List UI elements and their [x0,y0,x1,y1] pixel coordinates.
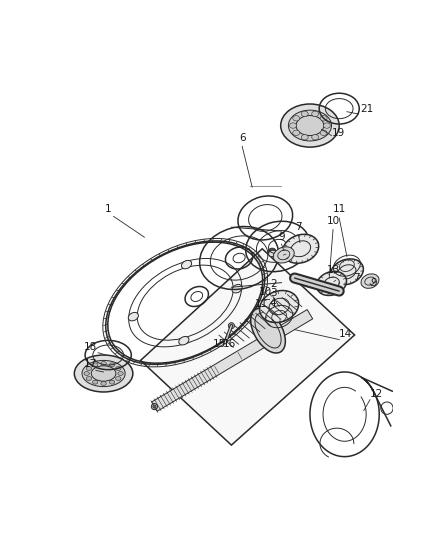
Ellipse shape [320,116,327,121]
Ellipse shape [128,312,138,321]
Ellipse shape [283,235,319,263]
Text: 13: 13 [326,265,340,276]
Ellipse shape [312,111,318,117]
Ellipse shape [301,134,308,140]
Ellipse shape [86,367,92,370]
Text: 16: 16 [223,340,237,349]
Ellipse shape [323,123,330,128]
Polygon shape [141,249,355,445]
Text: 7: 7 [295,222,302,231]
Ellipse shape [92,380,98,384]
Text: 1: 1 [105,204,112,214]
Ellipse shape [268,251,276,256]
Ellipse shape [361,274,379,288]
Circle shape [151,403,158,410]
Text: 12: 12 [370,389,383,399]
Ellipse shape [92,363,98,367]
Ellipse shape [84,372,89,375]
Ellipse shape [273,247,294,263]
Circle shape [228,322,234,329]
Ellipse shape [268,249,276,255]
Ellipse shape [116,367,121,370]
Ellipse shape [181,260,192,269]
Ellipse shape [301,111,308,117]
Ellipse shape [110,380,115,384]
Ellipse shape [116,377,121,381]
Ellipse shape [101,361,106,366]
Ellipse shape [268,248,276,255]
Text: 2: 2 [270,279,276,289]
Ellipse shape [86,377,92,381]
Ellipse shape [268,250,276,256]
Ellipse shape [118,372,123,375]
Text: 11: 11 [254,298,268,309]
Text: 19: 19 [332,127,345,138]
Ellipse shape [312,134,318,140]
Text: 6: 6 [239,133,245,143]
Ellipse shape [317,271,346,295]
Text: 9: 9 [371,278,377,288]
Ellipse shape [281,104,339,147]
Ellipse shape [320,130,327,135]
Text: 9: 9 [278,231,285,241]
Ellipse shape [110,363,115,367]
Ellipse shape [268,248,276,254]
Text: 10: 10 [326,216,339,226]
Ellipse shape [330,259,364,285]
Ellipse shape [179,336,189,345]
Text: 17: 17 [84,359,97,369]
Ellipse shape [290,123,297,128]
Text: 11: 11 [332,204,346,214]
Text: 4: 4 [270,298,276,308]
Ellipse shape [288,110,332,141]
Text: 3: 3 [270,288,276,298]
Text: 7: 7 [353,273,360,283]
Ellipse shape [251,309,286,353]
Text: 18: 18 [84,342,97,352]
Circle shape [153,405,156,408]
Text: 14: 14 [339,329,353,340]
Ellipse shape [82,360,125,386]
Ellipse shape [260,290,299,322]
Ellipse shape [293,116,300,121]
Ellipse shape [293,130,300,135]
Text: 10: 10 [258,287,272,297]
Text: 15: 15 [213,340,226,349]
Text: 21: 21 [360,104,373,114]
Polygon shape [152,310,313,411]
Ellipse shape [74,355,133,392]
Ellipse shape [232,285,242,293]
Ellipse shape [101,382,106,385]
